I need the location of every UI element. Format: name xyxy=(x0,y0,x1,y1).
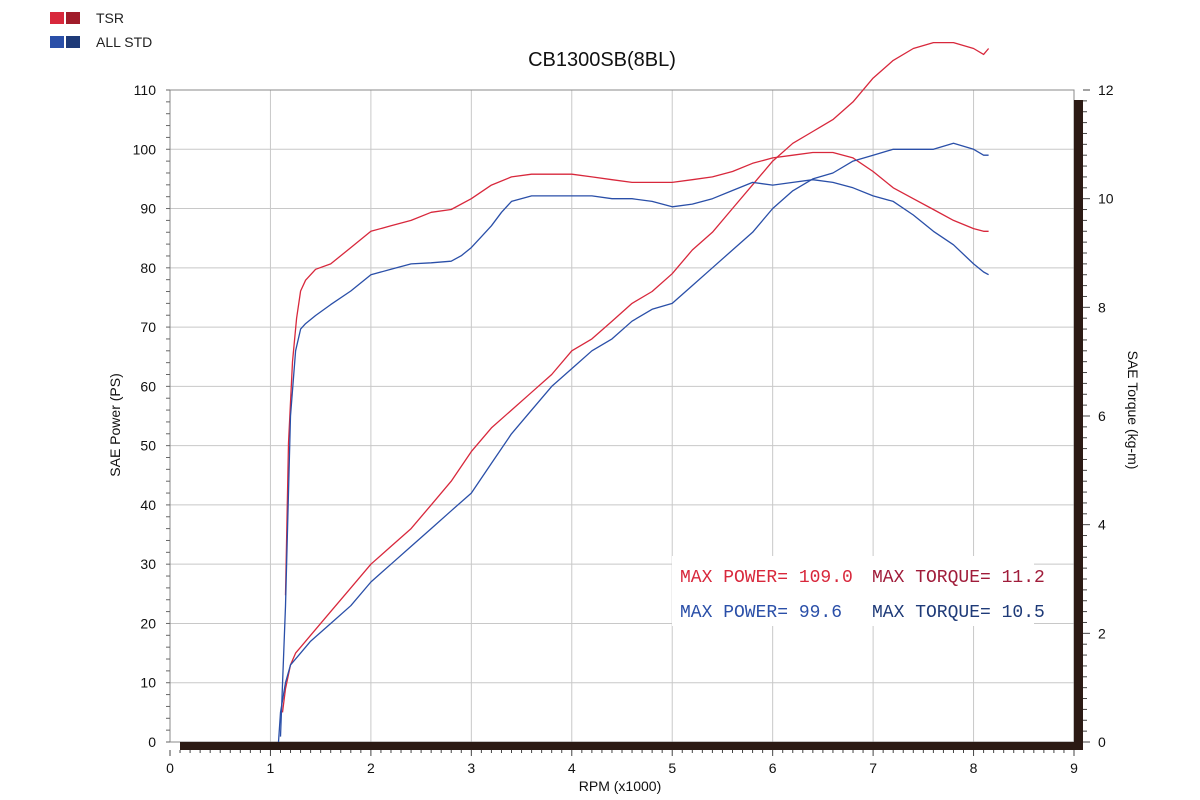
legend-label-tsr: TSR xyxy=(96,10,124,26)
bottom-frame-bar xyxy=(180,742,1074,750)
y2-tick-label: 8 xyxy=(1098,299,1106,315)
y-tick-label: 20 xyxy=(140,615,156,631)
y2-tick-label: 4 xyxy=(1098,517,1106,533)
x-tick-label: 5 xyxy=(668,760,676,776)
y2-tick-label: 0 xyxy=(1098,734,1106,750)
x-tick-label: 4 xyxy=(568,760,576,776)
series-line-tsr-torque xyxy=(284,151,989,596)
y2-tick-label: 12 xyxy=(1098,82,1114,98)
y-tick-label: 100 xyxy=(133,141,157,157)
y2-tick-label: 6 xyxy=(1098,408,1106,424)
y-tick-label: 90 xyxy=(140,201,156,217)
x-tick-label: 7 xyxy=(869,760,877,776)
y-tick-label: 60 xyxy=(140,378,156,394)
y-tick-label: 50 xyxy=(140,438,156,454)
y2-tick-label: 10 xyxy=(1098,191,1114,207)
right-frame-bar xyxy=(1074,100,1083,750)
y2-tick-label: 2 xyxy=(1098,625,1106,641)
x-tick-label: 1 xyxy=(267,760,275,776)
y-tick-label: 70 xyxy=(140,319,156,335)
annotation-tsr-max-torque: MAX TORQUE= 11.2 xyxy=(872,568,1045,588)
legend-swatch-tsr-dark xyxy=(66,12,80,24)
tick-labels: 0 1 2 3 4 5 6 7 8 9010203040506070809010011002468… xyxy=(133,82,1114,776)
x-tick-label: 8 xyxy=(970,760,978,776)
plot-area xyxy=(170,90,1074,742)
legend-swatch-std-dark xyxy=(66,36,80,48)
legend-label-all-std: ALL STD xyxy=(96,34,153,50)
y-tick-label: 110 xyxy=(134,82,157,98)
y-tick-label: 30 xyxy=(140,556,156,572)
series-line-all-std-power xyxy=(277,142,989,743)
x-tick-label: 6 xyxy=(769,760,777,776)
series-line-tsr-power xyxy=(281,41,990,713)
series-lines xyxy=(277,41,990,743)
chart-title: CB1300SB(8BL) xyxy=(528,49,676,71)
annotation-std-max-power: MAX POWER= 99.6 xyxy=(680,603,842,623)
legend-swatch-std-light xyxy=(50,36,64,48)
legend-swatch-tsr-light xyxy=(50,12,64,24)
y-tick-label: 40 xyxy=(140,497,156,513)
annotation-std-max-torque: MAX TORQUE= 10.5 xyxy=(872,603,1045,623)
legend-item-tsr: TSR xyxy=(50,6,152,30)
annotation-box: MAX POWER= 109.0 MAX TORQUE= 11.2 MAX PO… xyxy=(672,556,1045,626)
y2-axis-label: SAE Torque (kg-m) xyxy=(1125,351,1141,470)
y-tick-label: 10 xyxy=(140,675,156,691)
annotation-tsr-max-power: MAX POWER= 109.0 xyxy=(680,568,853,588)
annotation-background xyxy=(672,556,1034,626)
x-tick-label: 2 xyxy=(367,760,375,776)
y-tick-label: 0 xyxy=(148,734,156,750)
x-tick-label: 3 xyxy=(467,760,475,776)
x-axis-label: RPM (x1000) xyxy=(579,778,661,794)
legend: TSR ALL STD xyxy=(50,6,152,54)
series-line-all-std-torque xyxy=(279,179,989,737)
plot-frame xyxy=(166,89,1090,756)
y-tick-label: 80 xyxy=(140,260,156,276)
x-tick-label: 0 xyxy=(166,760,174,776)
legend-item-all-std: ALL STD xyxy=(50,30,152,54)
x-tick-label: 9 xyxy=(1070,760,1078,776)
y-axis-label: SAE Power (PS) xyxy=(107,373,123,476)
